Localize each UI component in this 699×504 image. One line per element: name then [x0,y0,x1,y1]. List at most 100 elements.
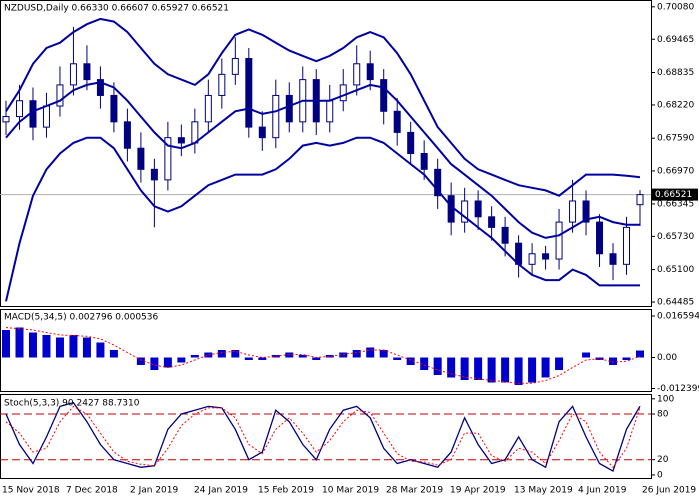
macd-bar [447,357,456,378]
candle-body [569,200,577,223]
candle-body [15,100,23,118]
macd-bar [433,357,442,375]
x-tick-label: 10 Mar 2019 [322,486,379,496]
macd-bar [609,357,618,365]
macd-bar [487,357,496,383]
macd-bar [514,357,523,385]
candle-body [474,200,482,218]
candle-body [164,137,172,181]
macd-bar [2,330,10,358]
candle-body [609,253,617,265]
macd-panel [0,309,652,392]
macd-bar [217,350,226,358]
macd-bar [501,357,510,383]
last-price-label: 0.66521 [655,190,692,200]
candle-body [272,94,280,139]
macd-bar [339,352,348,358]
macd-bar [69,335,78,358]
chart-title: NZDUSD,Daily 0.66330 0.66607 0.65927 0.6… [4,4,229,14]
macd-bar [136,357,145,365]
candle-body [245,58,253,128]
macd-bar [298,355,307,358]
x-tick-label: 13 May 2019 [514,486,573,496]
y-tick-label: 0.65100 [657,265,694,275]
x-tick-label: 15 Feb 2019 [258,486,314,496]
y-tick-label: 0.70080 [657,2,694,12]
y-tick-label: 0.016594 [657,312,699,322]
candle-body [42,105,50,128]
bollinger-band [5,81,640,239]
last-price-box [652,188,698,201]
macd-bar [96,342,105,358]
y-tick-label: 0.68835 [657,68,694,78]
y-tick-label: 0.66345 [657,199,694,209]
candle-body [407,131,415,154]
candle-body [353,63,361,86]
macd-bar [244,357,253,360]
bollinger-band [5,136,640,302]
macd-bar [406,357,415,365]
candle-body [83,63,91,81]
y-tick-label: 0.69465 [657,35,694,45]
candle-body [623,226,631,265]
y-tick-label: 80 [657,410,669,420]
candle-body [380,79,388,112]
candle-body [191,121,199,144]
macd-bar [15,327,24,358]
macd-bar [312,357,321,360]
candle-body [69,63,77,86]
y-tick-label: 100 [657,394,674,404]
candle-body [96,79,104,96]
candle-body [393,110,401,133]
candle-body [326,100,334,123]
candle-body [582,200,590,223]
macd-bar [622,357,631,360]
x-tick-label: 7 Dec 2018 [66,486,118,496]
macd-bar [528,357,537,383]
candle-body [150,168,158,181]
candle-body [555,221,563,260]
macd-bar [474,357,483,380]
macd-bar [82,337,91,358]
candle-body [542,253,550,260]
candle-body [434,168,442,197]
macd-bar [555,357,564,370]
candle-body [461,200,469,223]
candle-body [528,253,536,265]
candle-body [137,147,145,170]
macd-bar [636,350,644,358]
price-panel [0,0,652,307]
candle-body [123,121,131,149]
macd-bar [150,357,159,370]
macd-bar [541,357,550,378]
macd-bar [177,357,186,363]
macd-bar [582,352,591,358]
x-tick-label: 2 Jan 2019 [130,486,178,496]
candle-body [177,137,185,144]
macd-bar [55,337,64,358]
macd-bar [231,350,240,358]
y-tick-label: 0.68220 [657,100,694,110]
candle-body [488,216,496,228]
candle-body [339,84,347,102]
y-tick-label: 0.64485 [657,298,694,308]
macd-bar [42,335,51,358]
macd-signal [5,327,641,384]
macd-bar [28,332,37,358]
x-tick-label: 28 Mar 2019 [386,486,443,496]
candle-body [366,63,374,81]
macd-bar [325,355,334,358]
macd-bar [352,350,361,358]
y-tick-label: 0.65730 [657,232,694,242]
x-tick-label: 26 Jun 2019 [642,486,696,496]
macd-bar [163,357,172,368]
y-tick-label: 20 [657,455,669,465]
x-tick-label: 4 Jun 2019 [578,486,627,496]
candle-body [420,153,428,170]
panel-title: Stoch(5,3,3) 90.2427 88.7310 [4,399,140,409]
candle-body [596,221,604,255]
x-tick-label: 24 Jan 2019 [194,486,248,496]
candle-body [258,126,266,139]
macd-bar [420,357,429,370]
